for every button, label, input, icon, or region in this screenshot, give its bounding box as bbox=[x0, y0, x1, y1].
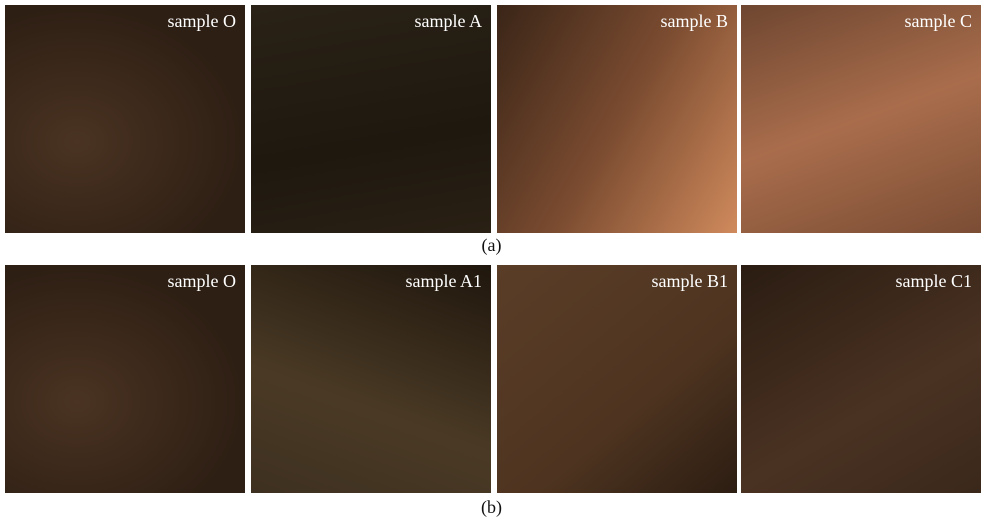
panel-label: sample B1 bbox=[651, 271, 729, 291]
micrograph: sample B1 bbox=[497, 265, 737, 493]
row-caption: (b) bbox=[481, 497, 502, 517]
panel-label: sample A1 bbox=[405, 271, 483, 291]
micrograph: sample B bbox=[497, 5, 737, 233]
micrograph: sample A1 bbox=[251, 265, 491, 493]
panel-label: sample A bbox=[414, 11, 483, 31]
panel-label: sample C bbox=[904, 11, 973, 31]
panel-label: sample O bbox=[167, 11, 236, 31]
micrograph: sample O bbox=[5, 5, 245, 233]
micrograph: sample A bbox=[251, 5, 491, 233]
panel-label: sample C1 bbox=[895, 271, 973, 291]
micrograph: sample C1 bbox=[741, 265, 981, 493]
micrograph: sample C bbox=[741, 5, 981, 233]
row-caption: (a) bbox=[481, 235, 502, 255]
panel-label: sample B bbox=[660, 11, 729, 31]
micrograph: sample O bbox=[5, 265, 245, 493]
panel-label: sample O bbox=[167, 271, 236, 291]
